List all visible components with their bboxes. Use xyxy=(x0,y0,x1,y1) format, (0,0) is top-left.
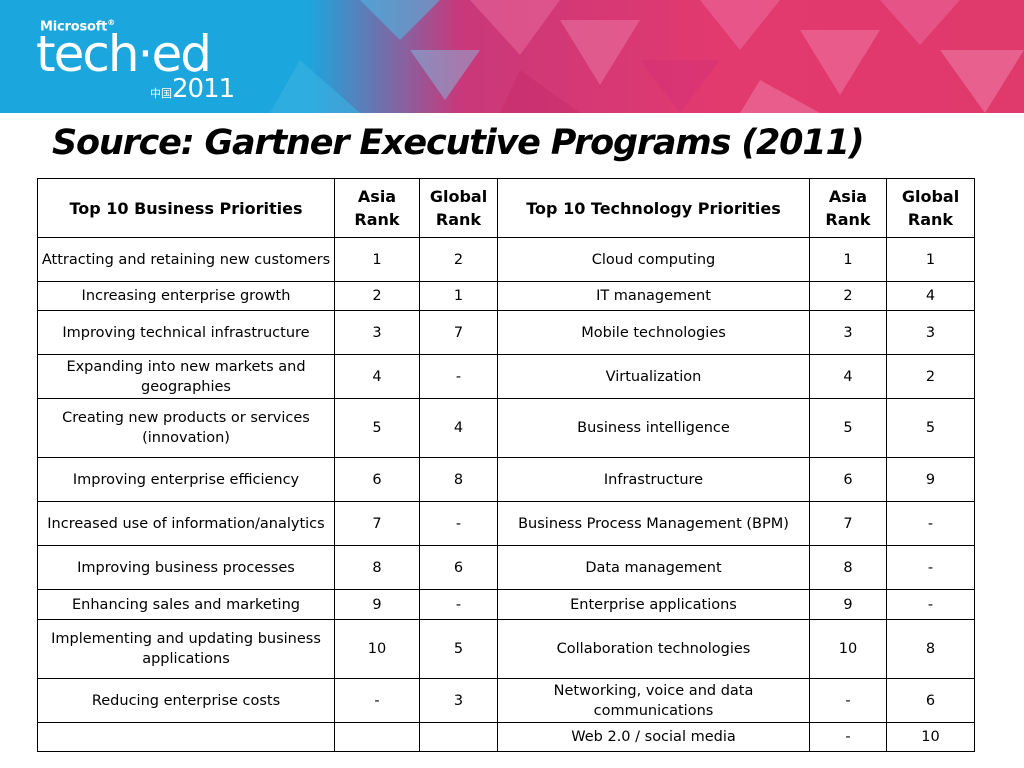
table-row: Improving business processes 8 6 Data ma… xyxy=(37,545,975,590)
business-priority: Enhancing sales and marketing xyxy=(37,589,335,620)
technology-asia-rank: 9 xyxy=(809,589,887,620)
business-asia-rank: 10 xyxy=(334,619,420,679)
business-global-rank: 6 xyxy=(419,545,498,590)
table-row: Implementing and updating business appli… xyxy=(37,619,975,679)
technology-priority: Cloud computing xyxy=(497,237,810,282)
business-global-rank xyxy=(419,722,498,752)
technology-global-rank: 2 xyxy=(886,354,975,399)
technology-global-rank: 9 xyxy=(886,457,975,502)
technology-priority: IT management xyxy=(497,281,810,311)
business-global-rank: 7 xyxy=(419,310,498,355)
region-label: 中国 xyxy=(150,87,172,100)
technology-asia-rank: 2 xyxy=(809,281,887,311)
business-asia-rank: 6 xyxy=(334,457,420,502)
technology-global-rank: 8 xyxy=(886,619,975,679)
business-global-rank: 5 xyxy=(419,619,498,679)
table-row: Attracting and retaining new customers 1… xyxy=(37,237,975,282)
business-global-rank: - xyxy=(419,354,498,399)
technology-global-rank: 5 xyxy=(886,398,975,458)
business-global-rank: 1 xyxy=(419,281,498,311)
business-priority: Increased use of information/analytics xyxy=(37,501,335,546)
business-priority: Improving technical infrastructure xyxy=(37,310,335,355)
table-row: Enhancing sales and marketing 9 - Enterp… xyxy=(37,589,975,620)
technology-global-rank: 6 xyxy=(886,678,975,723)
table-header-row: Top 10 Business Priorities Asia Rank Glo… xyxy=(37,178,975,238)
technology-asia-rank: 4 xyxy=(809,354,887,399)
business-priority: Creating new products or services (innov… xyxy=(37,398,335,458)
technology-priority: Business Process Management (BPM) xyxy=(497,501,810,546)
business-asia-rank: 7 xyxy=(334,501,420,546)
business-asia-rank: 2 xyxy=(334,281,420,311)
event-year: 2011 xyxy=(172,74,235,104)
technology-global-rank: 1 xyxy=(886,237,975,282)
business-global-rank: 3 xyxy=(419,678,498,723)
business-asia-rank: 8 xyxy=(334,545,420,590)
header-business-priorities: Top 10 Business Priorities xyxy=(37,178,335,238)
header-asia-rank: Asia Rank xyxy=(334,178,420,238)
technology-global-rank: 10 xyxy=(886,722,975,752)
business-asia-rank: - xyxy=(334,678,420,723)
technology-global-rank: 3 xyxy=(886,310,975,355)
technology-asia-rank: 6 xyxy=(809,457,887,502)
technology-asia-rank: - xyxy=(809,678,887,723)
business-priority: Reducing enterprise costs xyxy=(37,678,335,723)
business-global-rank: 4 xyxy=(419,398,498,458)
technology-priority: Networking, voice and data communication… xyxy=(497,678,810,723)
technology-priority: Data management xyxy=(497,545,810,590)
header-banner: Microsoft® tech·ed 中国 2011 xyxy=(0,0,1024,113)
technology-asia-rank: - xyxy=(809,722,887,752)
technology-asia-rank: 7 xyxy=(809,501,887,546)
table-row: Web 2.0 / social media - 10 xyxy=(37,722,975,752)
technology-asia-rank: 1 xyxy=(809,237,887,282)
business-asia-rank: 9 xyxy=(334,589,420,620)
technology-global-rank: - xyxy=(886,545,975,590)
table-row: Creating new products or services (innov… xyxy=(37,398,975,458)
business-asia-rank xyxy=(334,722,420,752)
table-row: Reducing enterprise costs - 3 Networking… xyxy=(37,678,975,723)
technology-priority: Mobile technologies xyxy=(497,310,810,355)
business-asia-rank: 4 xyxy=(334,354,420,399)
technology-asia-rank: 8 xyxy=(809,545,887,590)
technology-priority: Collaboration technologies xyxy=(497,619,810,679)
triangle-pattern xyxy=(270,0,1024,113)
business-asia-rank: 1 xyxy=(334,237,420,282)
technology-asia-rank: 5 xyxy=(809,398,887,458)
business-priority: Attracting and retaining new customers xyxy=(37,237,335,282)
business-asia-rank: 5 xyxy=(334,398,420,458)
header-global-rank: Global Rank xyxy=(886,178,975,238)
business-global-rank: 8 xyxy=(419,457,498,502)
header-global-rank: Global Rank xyxy=(419,178,498,238)
technology-global-rank: - xyxy=(886,589,975,620)
business-priority: Improving enterprise efficiency xyxy=(37,457,335,502)
technology-global-rank: 4 xyxy=(886,281,975,311)
business-priority xyxy=(37,722,335,752)
table-row: Improving enterprise efficiency 6 8 Infr… xyxy=(37,457,975,502)
technology-priority: Infrastructure xyxy=(497,457,810,502)
technology-priority: Enterprise applications xyxy=(497,589,810,620)
technology-priority: Business intelligence xyxy=(497,398,810,458)
header-technology-priorities: Top 10 Technology Priorities xyxy=(497,178,810,238)
business-priority: Expanding into new markets and geographi… xyxy=(37,354,335,399)
table-row: Expanding into new markets and geographi… xyxy=(37,354,975,399)
microsoft-logo-text: Microsoft® xyxy=(40,18,115,35)
technology-asia-rank: 3 xyxy=(809,310,887,355)
header-asia-rank: Asia Rank xyxy=(809,178,887,238)
business-priority: Increasing enterprise growth xyxy=(37,281,335,311)
table-row: Improving technical infrastructure 3 7 M… xyxy=(37,310,975,355)
business-priority: Improving business processes xyxy=(37,545,335,590)
business-global-rank: 2 xyxy=(419,237,498,282)
technology-priority: Web 2.0 / social media xyxy=(497,722,810,752)
table-row: Increased use of information/analytics 7… xyxy=(37,501,975,546)
table-row: Increasing enterprise growth 2 1 IT mana… xyxy=(37,281,975,311)
priorities-table: Top 10 Business Priorities Asia Rank Glo… xyxy=(37,178,975,752)
teched-logo: tech·ed xyxy=(36,25,212,83)
business-asia-rank: 3 xyxy=(334,310,420,355)
business-priority: Implementing and updating business appli… xyxy=(37,619,335,679)
technology-priority: Virtualization xyxy=(497,354,810,399)
slide-title: Source: Gartner Executive Programs (2011… xyxy=(52,123,865,163)
business-global-rank: - xyxy=(419,501,498,546)
business-global-rank: - xyxy=(419,589,498,620)
technology-global-rank: - xyxy=(886,501,975,546)
technology-asia-rank: 10 xyxy=(809,619,887,679)
